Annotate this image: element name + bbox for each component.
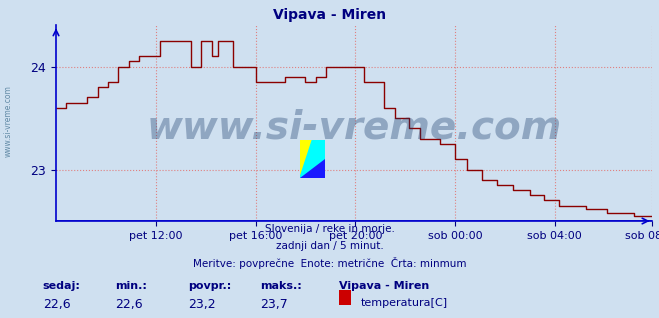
Polygon shape [300,140,325,178]
Text: maks.:: maks.: [260,281,302,291]
Text: 23,7: 23,7 [260,298,288,311]
Text: zadnji dan / 5 minut.: zadnji dan / 5 minut. [275,241,384,251]
Polygon shape [300,140,312,178]
Text: Meritve: povprečne  Enote: metrične  Črta: minmum: Meritve: povprečne Enote: metrične Črta:… [192,257,467,269]
Text: min.:: min.: [115,281,147,291]
Text: www.si-vreme.com: www.si-vreme.com [3,85,13,157]
Text: 22,6: 22,6 [115,298,143,311]
Text: www.si-vreme.com: www.si-vreme.com [146,108,562,146]
Text: Vipava - Miren: Vipava - Miren [339,281,430,291]
Text: povpr.:: povpr.: [188,281,231,291]
Text: temperatura[C]: temperatura[C] [360,298,447,308]
Polygon shape [300,159,325,178]
Text: 22,6: 22,6 [43,298,71,311]
Text: sedaj:: sedaj: [43,281,80,291]
Text: Slovenija / reke in morje.: Slovenija / reke in morje. [264,224,395,234]
Text: 23,2: 23,2 [188,298,215,311]
Text: Vipava - Miren: Vipava - Miren [273,8,386,22]
